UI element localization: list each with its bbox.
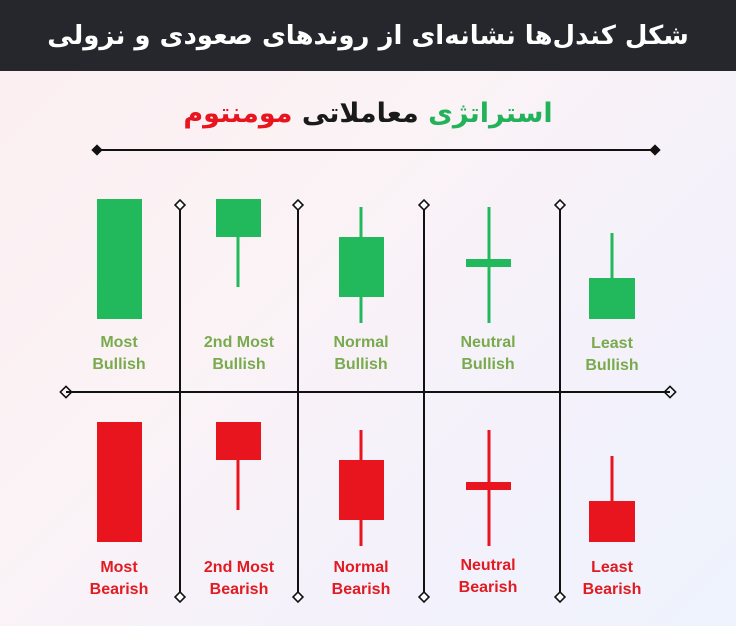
label-line: 2nd Most xyxy=(203,559,275,576)
normal-bearish-label: Normal Bearish xyxy=(306,557,416,601)
label-line: Bullish xyxy=(334,356,388,373)
subtitle-word-green: استراتژی xyxy=(428,98,553,129)
most-bearish-candle xyxy=(97,422,142,542)
label-line: Bullish xyxy=(212,356,266,373)
column-divider xyxy=(553,198,567,604)
label-line: Bearish xyxy=(209,581,269,598)
second-most-bearish-label: 2nd Most Bearish xyxy=(184,557,294,601)
label-line: Least xyxy=(591,559,633,576)
label-line: Bullish xyxy=(92,356,146,373)
normal-bearish-candle xyxy=(339,430,384,546)
label-line: Normal xyxy=(333,334,389,351)
subtitle-word-red: مومنتوم xyxy=(183,98,293,129)
label-line: Normal xyxy=(333,559,389,576)
most-bullish-candle xyxy=(97,199,142,319)
header-bar: شکل کندل‌ها نشانه‌ای از روندهای صعودی و … xyxy=(0,0,736,71)
label-line: Neutral xyxy=(460,334,516,351)
header-title: شکل کندل‌ها نشانه‌ای از روندهای صعودی و … xyxy=(47,20,689,51)
label-line: Bearish xyxy=(89,581,149,598)
neutral-bullish-candle xyxy=(466,207,511,323)
subtitle: استراتژی معاملاتی مومنتوم xyxy=(0,98,736,129)
neutral-bullish-label: Neutral Bullish xyxy=(433,332,543,376)
label-line: Bearish xyxy=(582,581,642,598)
neutral-bearish-label: Neutral Bearish xyxy=(433,555,543,599)
title-divider xyxy=(91,144,661,156)
column-divider xyxy=(417,198,431,604)
label-line: Neutral xyxy=(460,557,516,574)
label-line: Bullish xyxy=(461,356,515,373)
second-most-bullish-candle xyxy=(216,199,261,287)
neutral-bearish-candle xyxy=(466,430,511,546)
column-divider xyxy=(173,198,187,604)
most-bullish-label: Most Bullish xyxy=(64,332,174,376)
label-line: Most xyxy=(100,334,138,351)
least-bearish-label: Least Bearish xyxy=(557,557,667,601)
label-line: Bearish xyxy=(331,581,391,598)
subtitle-word-black: معاملاتی xyxy=(301,98,419,129)
second-most-bullish-label: 2nd Most Bullish xyxy=(184,332,294,376)
label-line: Least xyxy=(591,335,633,352)
row-divider xyxy=(59,385,677,399)
column-divider xyxy=(291,198,305,604)
label-line: Bullish xyxy=(585,357,639,374)
normal-bullish-candle xyxy=(339,207,384,323)
most-bearish-label: Most Bearish xyxy=(64,557,174,601)
least-bullish-label: Least Bullish xyxy=(557,333,667,377)
label-line: 2nd Most xyxy=(203,334,275,351)
label-line: Bearish xyxy=(458,579,518,596)
normal-bullish-label: Normal Bullish xyxy=(306,332,416,376)
label-line: Most xyxy=(100,559,138,576)
least-bearish-candle xyxy=(589,456,635,542)
second-most-bearish-candle xyxy=(216,422,261,510)
least-bullish-candle xyxy=(589,233,635,319)
